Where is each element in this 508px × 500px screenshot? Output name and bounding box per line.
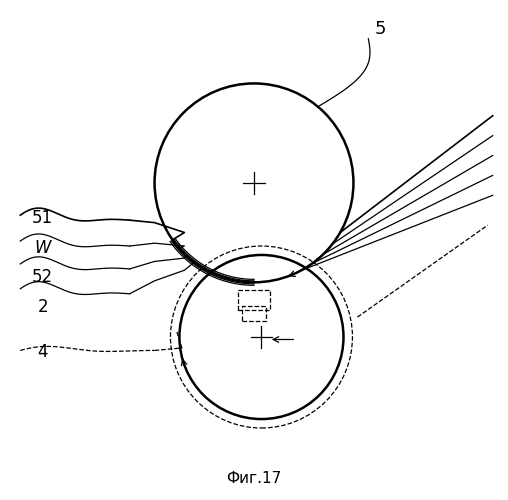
Text: 52: 52 <box>32 268 53 286</box>
Text: W: W <box>35 238 51 256</box>
Text: Фиг.17: Фиг.17 <box>227 471 281 486</box>
Text: 4: 4 <box>38 343 48 361</box>
Text: 2: 2 <box>38 298 48 316</box>
Text: 51: 51 <box>32 208 53 226</box>
Text: 5: 5 <box>375 20 387 38</box>
